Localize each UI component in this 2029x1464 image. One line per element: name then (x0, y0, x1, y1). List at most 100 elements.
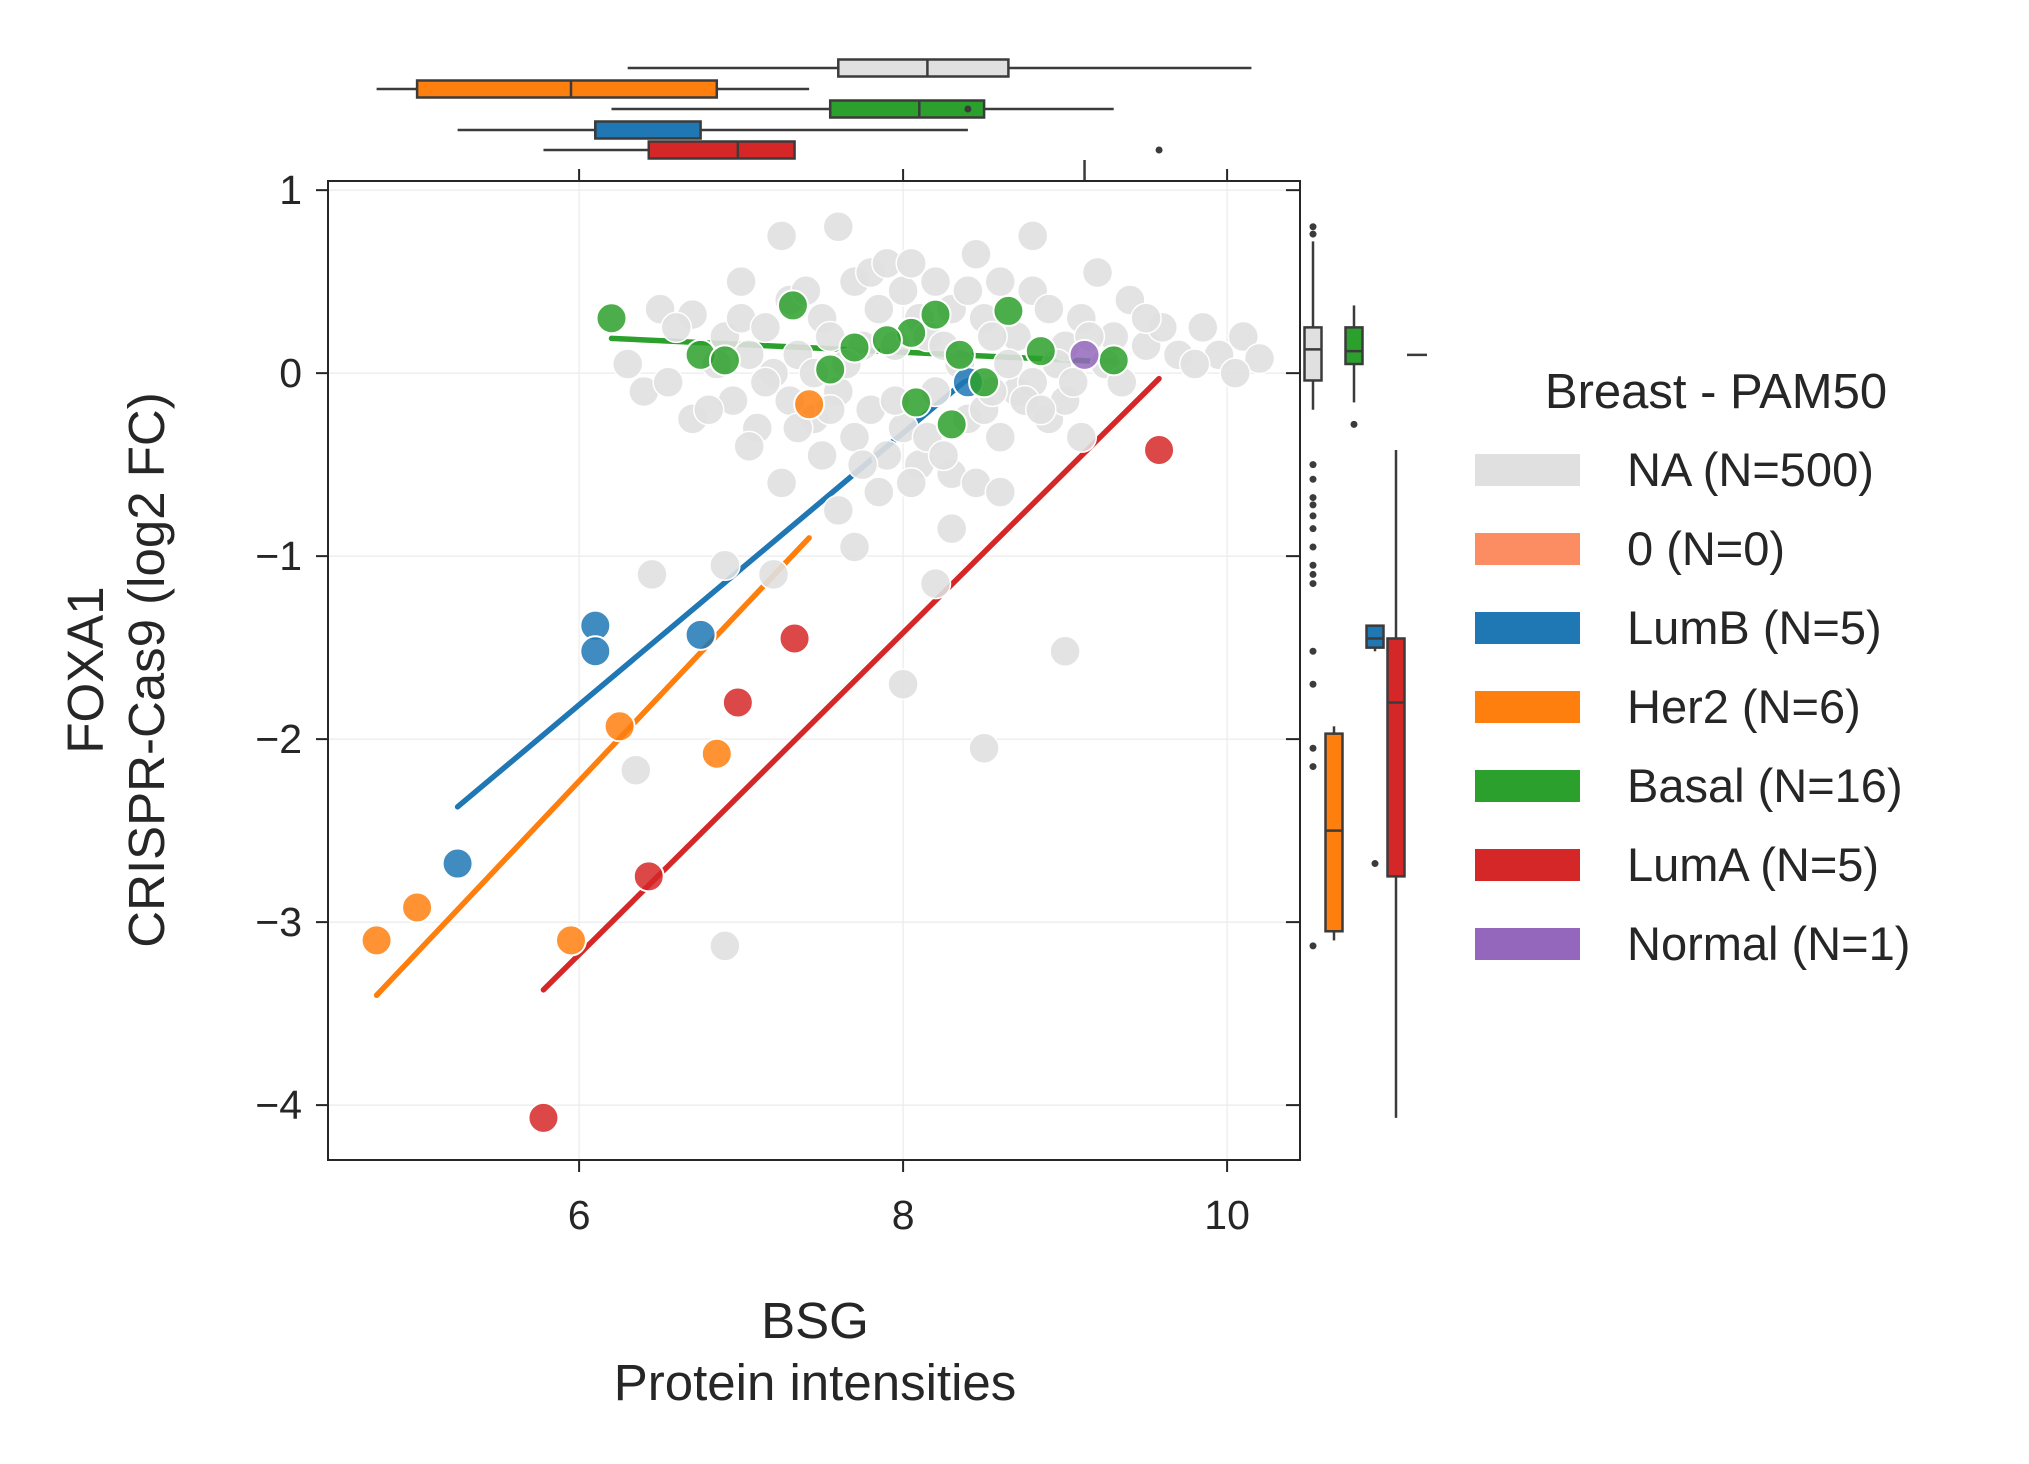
legend-swatch (1475, 691, 1580, 723)
point-basal (943, 338, 976, 371)
point-normal (1068, 338, 1101, 371)
y-tick-label: 0 (279, 350, 302, 396)
legend-swatch (1475, 533, 1580, 565)
point-na (1130, 302, 1162, 334)
point-basal (900, 386, 933, 419)
point-na (968, 732, 1000, 765)
point-luma (721, 686, 754, 719)
x-outlier-luma (1155, 146, 1163, 154)
point-na (895, 247, 927, 280)
point-na (887, 668, 919, 700)
point-her2 (401, 891, 434, 924)
y-box-luma (1386, 637, 1406, 878)
y-outlier-na (1309, 763, 1317, 771)
point-na (652, 366, 684, 399)
y-outlier-na (1309, 475, 1317, 483)
point-na (863, 476, 895, 508)
legend-title: Breast - PAM50 (1545, 365, 1887, 419)
x-tick-label: 8 (892, 1192, 915, 1238)
legend-swatch (1475, 849, 1580, 881)
x-box-lumb (594, 120, 702, 140)
point-luma (632, 860, 665, 893)
point-na (692, 393, 725, 426)
point-luma (1143, 433, 1176, 466)
x-outlier-basal (964, 105, 972, 113)
legend-label: LumB (N=5) (1627, 601, 1882, 654)
legend-swatch (1475, 928, 1580, 960)
x-tick-label: 10 (1204, 1192, 1250, 1238)
point-her2 (555, 924, 587, 957)
point-na (984, 476, 1017, 508)
legend-entries: NA (N=500) 0 (N=0) LumB (N=5) Her2 (N=6) Bas… (1475, 443, 1910, 970)
point-basal (870, 324, 903, 357)
y-outlier-na (1309, 680, 1317, 688)
legend-label: Basal (N=16) (1627, 759, 1903, 812)
point-na (976, 320, 1008, 353)
point-na (806, 439, 838, 472)
y-outlier-lumb (1371, 860, 1379, 868)
point-luma (527, 1101, 560, 1134)
point-basal (1024, 335, 1057, 368)
legend-label: 0 (N=0) (1627, 522, 1785, 575)
point-basal (595, 302, 628, 335)
point-na (992, 348, 1025, 380)
y-tick-label: 1 (279, 167, 302, 213)
point-na (887, 275, 919, 307)
legend-swatch (1475, 770, 1580, 802)
point-na (822, 210, 855, 243)
point-her2 (700, 737, 733, 770)
point-na (1219, 357, 1251, 389)
y-outlier-na (1309, 501, 1317, 509)
point-na (1033, 293, 1065, 325)
point-na (765, 220, 798, 252)
point-lumb (441, 847, 474, 880)
y-outlier-na (1309, 580, 1317, 588)
point-na (660, 311, 693, 344)
x-box-na (837, 58, 1010, 78)
point-na (1016, 220, 1049, 252)
y-outlier-basal (1350, 420, 1358, 428)
point-na (984, 265, 1017, 298)
point-na (919, 265, 952, 298)
point-na (709, 549, 741, 582)
y-outlier-na (1309, 647, 1317, 655)
legend-swatch (1475, 612, 1580, 644)
point-basal (838, 331, 871, 364)
point-her2 (360, 924, 393, 957)
y-tick-label: −1 (255, 533, 302, 579)
plot-frame (327, 180, 1301, 1161)
legend-label: NA (N=500) (1627, 443, 1874, 496)
y-tick-label: −4 (255, 1082, 302, 1128)
y-outlier-na (1309, 570, 1317, 578)
point-na (749, 311, 782, 344)
point-lumb (684, 618, 717, 651)
point-basal (992, 294, 1025, 327)
y-marginal-boxplots (1303, 223, 1427, 1118)
y-box-na (1303, 326, 1323, 382)
point-na (733, 430, 765, 463)
point-na (960, 238, 992, 270)
x-axis-title-line2: Protein intensities (614, 1354, 1017, 1411)
y-outlier-na (1309, 223, 1317, 231)
point-na (620, 754, 652, 786)
y-outlier-na (1309, 230, 1317, 238)
point-na (709, 930, 741, 962)
y-tick-label: −2 (255, 716, 302, 762)
y-outlier-na (1309, 543, 1317, 551)
point-her2 (793, 388, 826, 421)
scatter-points (360, 210, 1276, 1134)
point-na (952, 275, 984, 307)
x-axis-ticks: 6 8 10 (568, 169, 1250, 1238)
point-na (1057, 366, 1089, 399)
legend-label: LumA (N=5) (1627, 838, 1879, 891)
y-axis-title-line2: CRISPR-Cas9 (log2 FC) (118, 392, 175, 947)
point-na (1081, 256, 1114, 289)
point-basal (935, 408, 968, 441)
y-outlier-na (1309, 525, 1317, 533)
y-box-basal (1344, 326, 1364, 366)
y-axis-ticks: 1 0 −1 −2 −3 −4 (255, 167, 1300, 1128)
point-her2 (603, 710, 636, 743)
point-na (846, 448, 879, 481)
